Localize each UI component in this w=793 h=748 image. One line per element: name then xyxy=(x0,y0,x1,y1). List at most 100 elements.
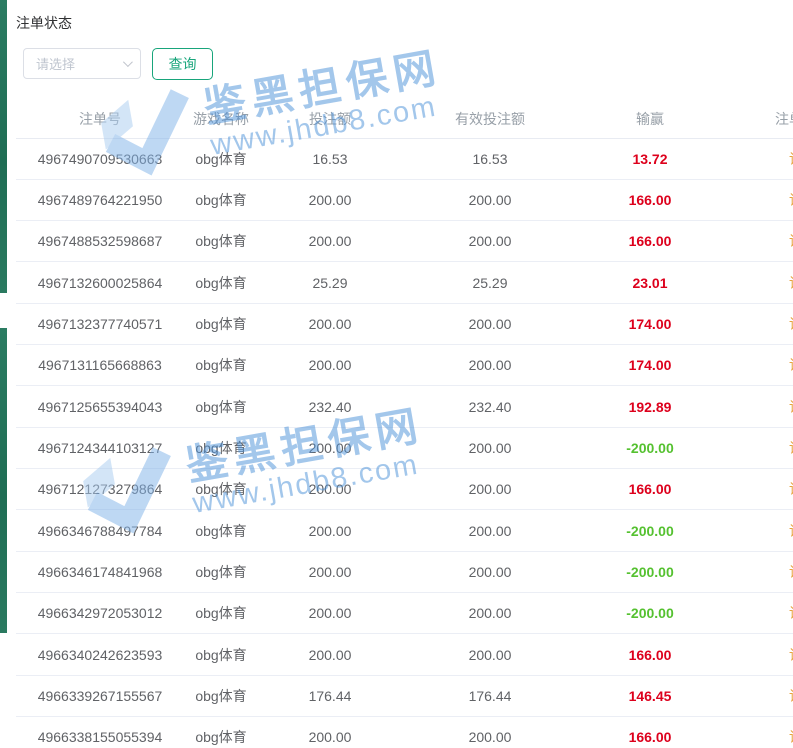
cell-bet-amount: 200.00 xyxy=(258,179,402,222)
cell-detail: 详情 xyxy=(722,427,793,470)
table-row: 4966346788497784 obg体育 200.00 200.00 -20… xyxy=(16,509,793,552)
cell-game: obg体育 xyxy=(184,675,258,718)
query-button[interactable]: 查询 xyxy=(152,48,213,80)
cell-valid-amount: 200.00 xyxy=(402,551,578,594)
table-row: 4966339267155567 obg体育 176.44 176.44 146… xyxy=(16,675,793,718)
cell-valid-amount: 200.00 xyxy=(402,509,578,552)
cell-valid-amount: 200.00 xyxy=(402,179,578,222)
cell-game: obg体育 xyxy=(184,427,258,470)
cell-winloss: 174.00 xyxy=(578,344,722,387)
cell-bet-no: 4967132600025864 xyxy=(16,261,184,304)
table-row: 4966342972053012 obg体育 200.00 200.00 -20… xyxy=(16,592,793,635)
detail-link[interactable]: 详情 xyxy=(789,233,793,249)
table-row: 4967131165668863 obg体育 200.00 200.00 174… xyxy=(16,344,793,387)
cell-bet-amount: 16.53 xyxy=(258,138,402,180)
cell-game: obg体育 xyxy=(184,633,258,676)
cell-detail: 详情 xyxy=(722,551,793,594)
col-header-valid-amount: 有效投注额 xyxy=(402,100,578,139)
cell-valid-amount: 16.53 xyxy=(402,138,578,180)
table-header-row: 注单号 游戏名称 投注额 有效投注额 输赢 注单详情 xyxy=(16,100,793,139)
cell-detail: 详情 xyxy=(722,344,793,387)
cell-bet-amount: 200.00 xyxy=(258,592,402,635)
cell-bet-no: 4967132377740571 xyxy=(16,303,184,346)
detail-link[interactable]: 详情 xyxy=(789,729,793,745)
cell-valid-amount: 200.00 xyxy=(402,716,578,748)
cell-bet-no: 4967125655394043 xyxy=(16,385,184,428)
cell-game: obg体育 xyxy=(184,303,258,346)
cell-bet-no: 4967488532598687 xyxy=(16,220,184,263)
cell-winloss: 13.72 xyxy=(578,138,722,180)
cell-detail: 详情 xyxy=(722,509,793,552)
col-header-detail: 注单详情 xyxy=(722,100,793,139)
cell-winloss: 23.01 xyxy=(578,261,722,304)
detail-link[interactable]: 详情 xyxy=(789,151,793,167)
detail-link[interactable]: 详情 xyxy=(789,357,793,373)
cell-winloss: 192.89 xyxy=(578,385,722,428)
cell-winloss: -200.00 xyxy=(578,427,722,470)
cell-bet-no: 4967124344103127 xyxy=(16,427,184,470)
cell-bet-amount: 176.44 xyxy=(258,675,402,718)
table-row: 4967490709530663 obg体育 16.53 16.53 13.72… xyxy=(16,138,793,180)
table-row: 4966338155055394 obg体育 200.00 200.00 166… xyxy=(16,716,793,748)
detail-link[interactable]: 详情 xyxy=(789,564,793,580)
detail-link[interactable]: 详情 xyxy=(789,399,793,415)
cell-bet-amount: 200.00 xyxy=(258,633,402,676)
page-title: 注单状态 xyxy=(16,15,72,31)
cell-detail: 详情 xyxy=(722,675,793,718)
cell-detail: 详情 xyxy=(722,633,793,676)
cell-bet-no: 4966338155055394 xyxy=(16,716,184,748)
cell-valid-amount: 200.00 xyxy=(402,468,578,511)
col-header-game: 游戏名称 xyxy=(184,100,258,139)
chevron-down-icon xyxy=(122,57,133,68)
col-header-winloss: 输赢 xyxy=(578,100,722,139)
cell-bet-amount: 200.00 xyxy=(258,509,402,552)
cell-detail: 详情 xyxy=(722,220,793,263)
cell-winloss: 166.00 xyxy=(578,633,722,676)
cell-bet-amount: 200.00 xyxy=(258,303,402,346)
cell-game: obg体育 xyxy=(184,220,258,263)
cell-bet-no: 4967490709530663 xyxy=(16,138,184,180)
cell-winloss: 166.00 xyxy=(578,179,722,222)
cell-bet-amount: 232.40 xyxy=(258,385,402,428)
table-row: 4967488532598687 obg体育 200.00 200.00 166… xyxy=(16,220,793,263)
cell-game: obg体育 xyxy=(184,716,258,748)
cell-game: obg体育 xyxy=(184,551,258,594)
detail-link[interactable]: 详情 xyxy=(789,316,793,332)
cell-bet-amount: 200.00 xyxy=(258,468,402,511)
detail-link[interactable]: 详情 xyxy=(789,688,793,704)
cell-winloss: 166.00 xyxy=(578,220,722,263)
cell-valid-amount: 232.40 xyxy=(402,385,578,428)
cell-winloss: 166.00 xyxy=(578,468,722,511)
cell-winloss: -200.00 xyxy=(578,509,722,552)
detail-link[interactable]: 详情 xyxy=(789,275,793,291)
bet-records-table: 注单号 游戏名称 投注额 有效投注额 输赢 注单详情 4967490709530… xyxy=(16,100,793,748)
cell-valid-amount: 200.00 xyxy=(402,592,578,635)
cell-game: obg体育 xyxy=(184,179,258,222)
table-row: 4966346174841968 obg体育 200.00 200.00 -20… xyxy=(16,551,793,594)
table-row: 4967132377740571 obg体育 200.00 200.00 174… xyxy=(16,303,793,346)
table-row: 4967132600025864 obg体育 25.29 25.29 23.01… xyxy=(16,261,793,304)
cell-game: obg体育 xyxy=(184,261,258,304)
detail-link[interactable]: 详情 xyxy=(789,440,793,456)
cell-detail: 详情 xyxy=(722,716,793,748)
left-edge-strip-bottom xyxy=(0,328,7,633)
status-select[interactable]: 请选择 xyxy=(23,48,141,79)
status-select-placeholder: 请选择 xyxy=(36,57,76,72)
detail-link[interactable]: 详情 xyxy=(789,647,793,663)
detail-link[interactable]: 详情 xyxy=(789,192,793,208)
detail-link[interactable]: 详情 xyxy=(789,523,793,539)
cell-game: obg体育 xyxy=(184,592,258,635)
cell-valid-amount: 200.00 xyxy=(402,220,578,263)
detail-link[interactable]: 详情 xyxy=(789,605,793,621)
cell-bet-amount: 200.00 xyxy=(258,427,402,470)
cell-valid-amount: 200.00 xyxy=(402,427,578,470)
detail-link[interactable]: 详情 xyxy=(789,481,793,497)
col-header-bet-amount: 投注额 xyxy=(258,100,402,139)
cell-bet-amount: 200.00 xyxy=(258,220,402,263)
cell-winloss: 174.00 xyxy=(578,303,722,346)
cell-game: obg体育 xyxy=(184,385,258,428)
col-header-bet-no: 注单号 xyxy=(16,100,184,139)
cell-detail: 详情 xyxy=(722,468,793,511)
cell-bet-no: 4967131165668863 xyxy=(16,344,184,387)
